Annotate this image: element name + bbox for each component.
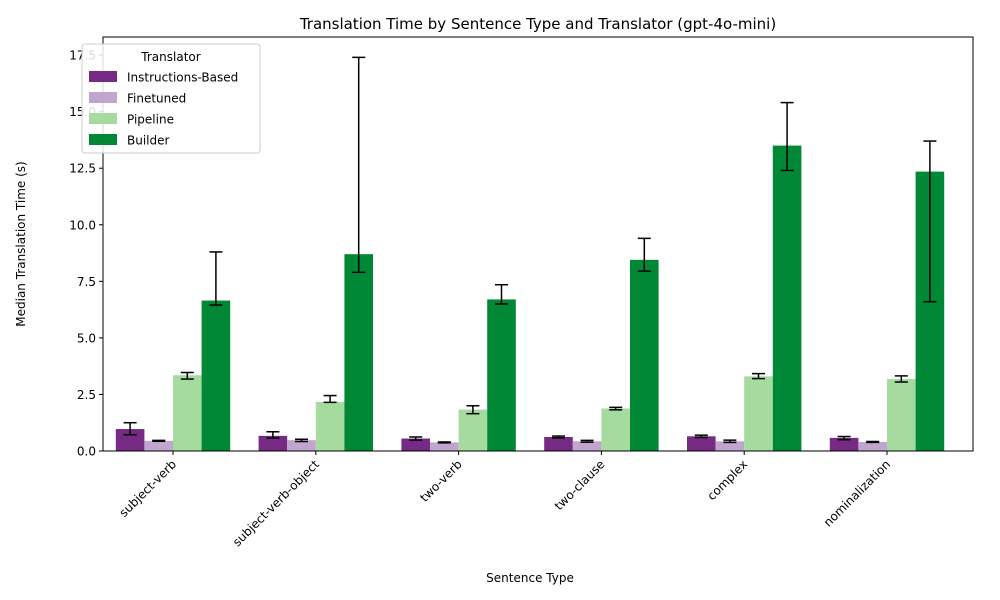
bar-pipeline-two-verb [458, 409, 488, 451]
chart-title: Translation Time by Sentence Type and Tr… [299, 15, 776, 33]
bar-builder-two-verb [487, 299, 516, 451]
legend-label: Pipeline [127, 113, 174, 127]
bar-finetuned-two-verb [430, 442, 459, 451]
bar-pipeline-subject-verb [173, 375, 202, 451]
plot-frame [102, 36, 974, 452]
legend-swatch [89, 71, 117, 82]
y-tick-label: 7.5 [77, 275, 96, 289]
y-axis-label: Median Translation Time (s) [14, 161, 28, 326]
y-tick-label: 2.5 [77, 388, 96, 402]
legend-label: Instructions-Based [127, 71, 238, 85]
legend-swatch [89, 92, 117, 103]
y-tick-label: 10.0 [69, 218, 96, 232]
bar-finetuned-subject-verb-object [287, 440, 316, 451]
error-bars-layer [123, 56, 937, 444]
bar-instructions-based-subject-verb-object [258, 435, 288, 451]
bar-builder-complex [772, 145, 802, 452]
legend-label: Finetuned [127, 92, 186, 106]
bar-pipeline-subject-verb-object [315, 401, 345, 451]
bar-builder-subject-verb [201, 300, 231, 451]
legend-swatch [89, 113, 117, 124]
y-tick-label: 5.0 [77, 331, 96, 345]
bar-finetuned-nominalization [858, 441, 887, 451]
bar-pipeline-complex [744, 376, 773, 451]
bar-builder-subject-verb-object [344, 254, 373, 451]
bar-instructions-based-complex [687, 436, 716, 451]
y-tick-label: 12.5 [69, 162, 96, 176]
bar-instructions-based-two-clause [544, 436, 573, 451]
legend-box [81, 43, 261, 154]
x-axis-label: Sentence Type [486, 571, 574, 585]
bars-layer [115, 145, 945, 452]
legend-label: Builder [127, 134, 170, 148]
bar-instructions-based-nominalization [829, 437, 859, 451]
bar-instructions-based-two-verb [401, 438, 430, 451]
bar-finetuned-subject-verb [144, 440, 173, 451]
bar-pipeline-nominalization [887, 379, 916, 451]
y-tick-label: 0.0 [77, 445, 96, 459]
legend-items: Instructions-Based Finetuned Pipeline Build… [89, 71, 238, 148]
bar-builder-two-clause [630, 259, 659, 451]
bar-finetuned-two-clause [572, 441, 602, 451]
legend-title: Translator [140, 50, 200, 64]
bar-finetuned-complex [715, 441, 745, 451]
bar-instructions-based-subject-verb [115, 429, 145, 451]
bar-pipeline-two-clause [601, 408, 630, 451]
legend: Translator Instructions-Based Finetuned Pi… [81, 43, 261, 154]
legend-swatch [89, 134, 117, 145]
